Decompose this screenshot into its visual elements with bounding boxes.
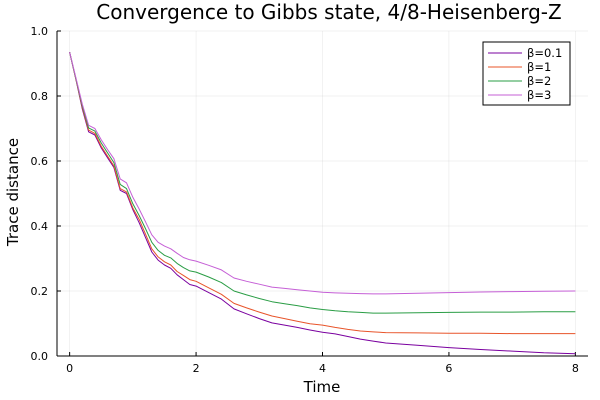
x-tick-label: 0 (66, 362, 73, 375)
series-line-2 (69, 51, 576, 314)
legend-label-1: β=1 (527, 60, 551, 74)
y-tick-label: 0.0 (31, 350, 49, 363)
tick-labels: 0 2 4 6 8 0.0 0.2 0.4 0.6 0.8 1.0 (31, 25, 579, 375)
legend-label-3: β=3 (527, 88, 551, 102)
legend: β=0.1β=1β=2β=3 (482, 41, 571, 106)
y-tick-label: 0.2 (31, 285, 49, 298)
y-tick-label: 0.6 (31, 155, 49, 168)
y-tick-label: 0.8 (31, 90, 49, 103)
legend-label-2: β=2 (527, 74, 551, 88)
y-tick-label: 1.0 (31, 25, 49, 38)
series-line-0 (69, 51, 576, 355)
series-line-1 (69, 51, 576, 335)
x-tick-label: 2 (193, 362, 200, 375)
y-tick-label: 0.4 (31, 220, 49, 233)
x-tick-label: 4 (319, 362, 326, 375)
y-axis-label: Trace distance (4, 138, 22, 247)
x-tick-label: 8 (572, 362, 579, 375)
axes (56, 30, 588, 357)
series-line-3 (69, 51, 576, 295)
legend-label-0: β=0.1 (527, 46, 562, 60)
x-axis-label: Time (303, 378, 341, 396)
chart-title: Convergence to Gibbs state, 4/8-Heisenbe… (96, 0, 561, 24)
x-tick-label: 6 (445, 362, 452, 375)
series-lines (69, 51, 576, 355)
